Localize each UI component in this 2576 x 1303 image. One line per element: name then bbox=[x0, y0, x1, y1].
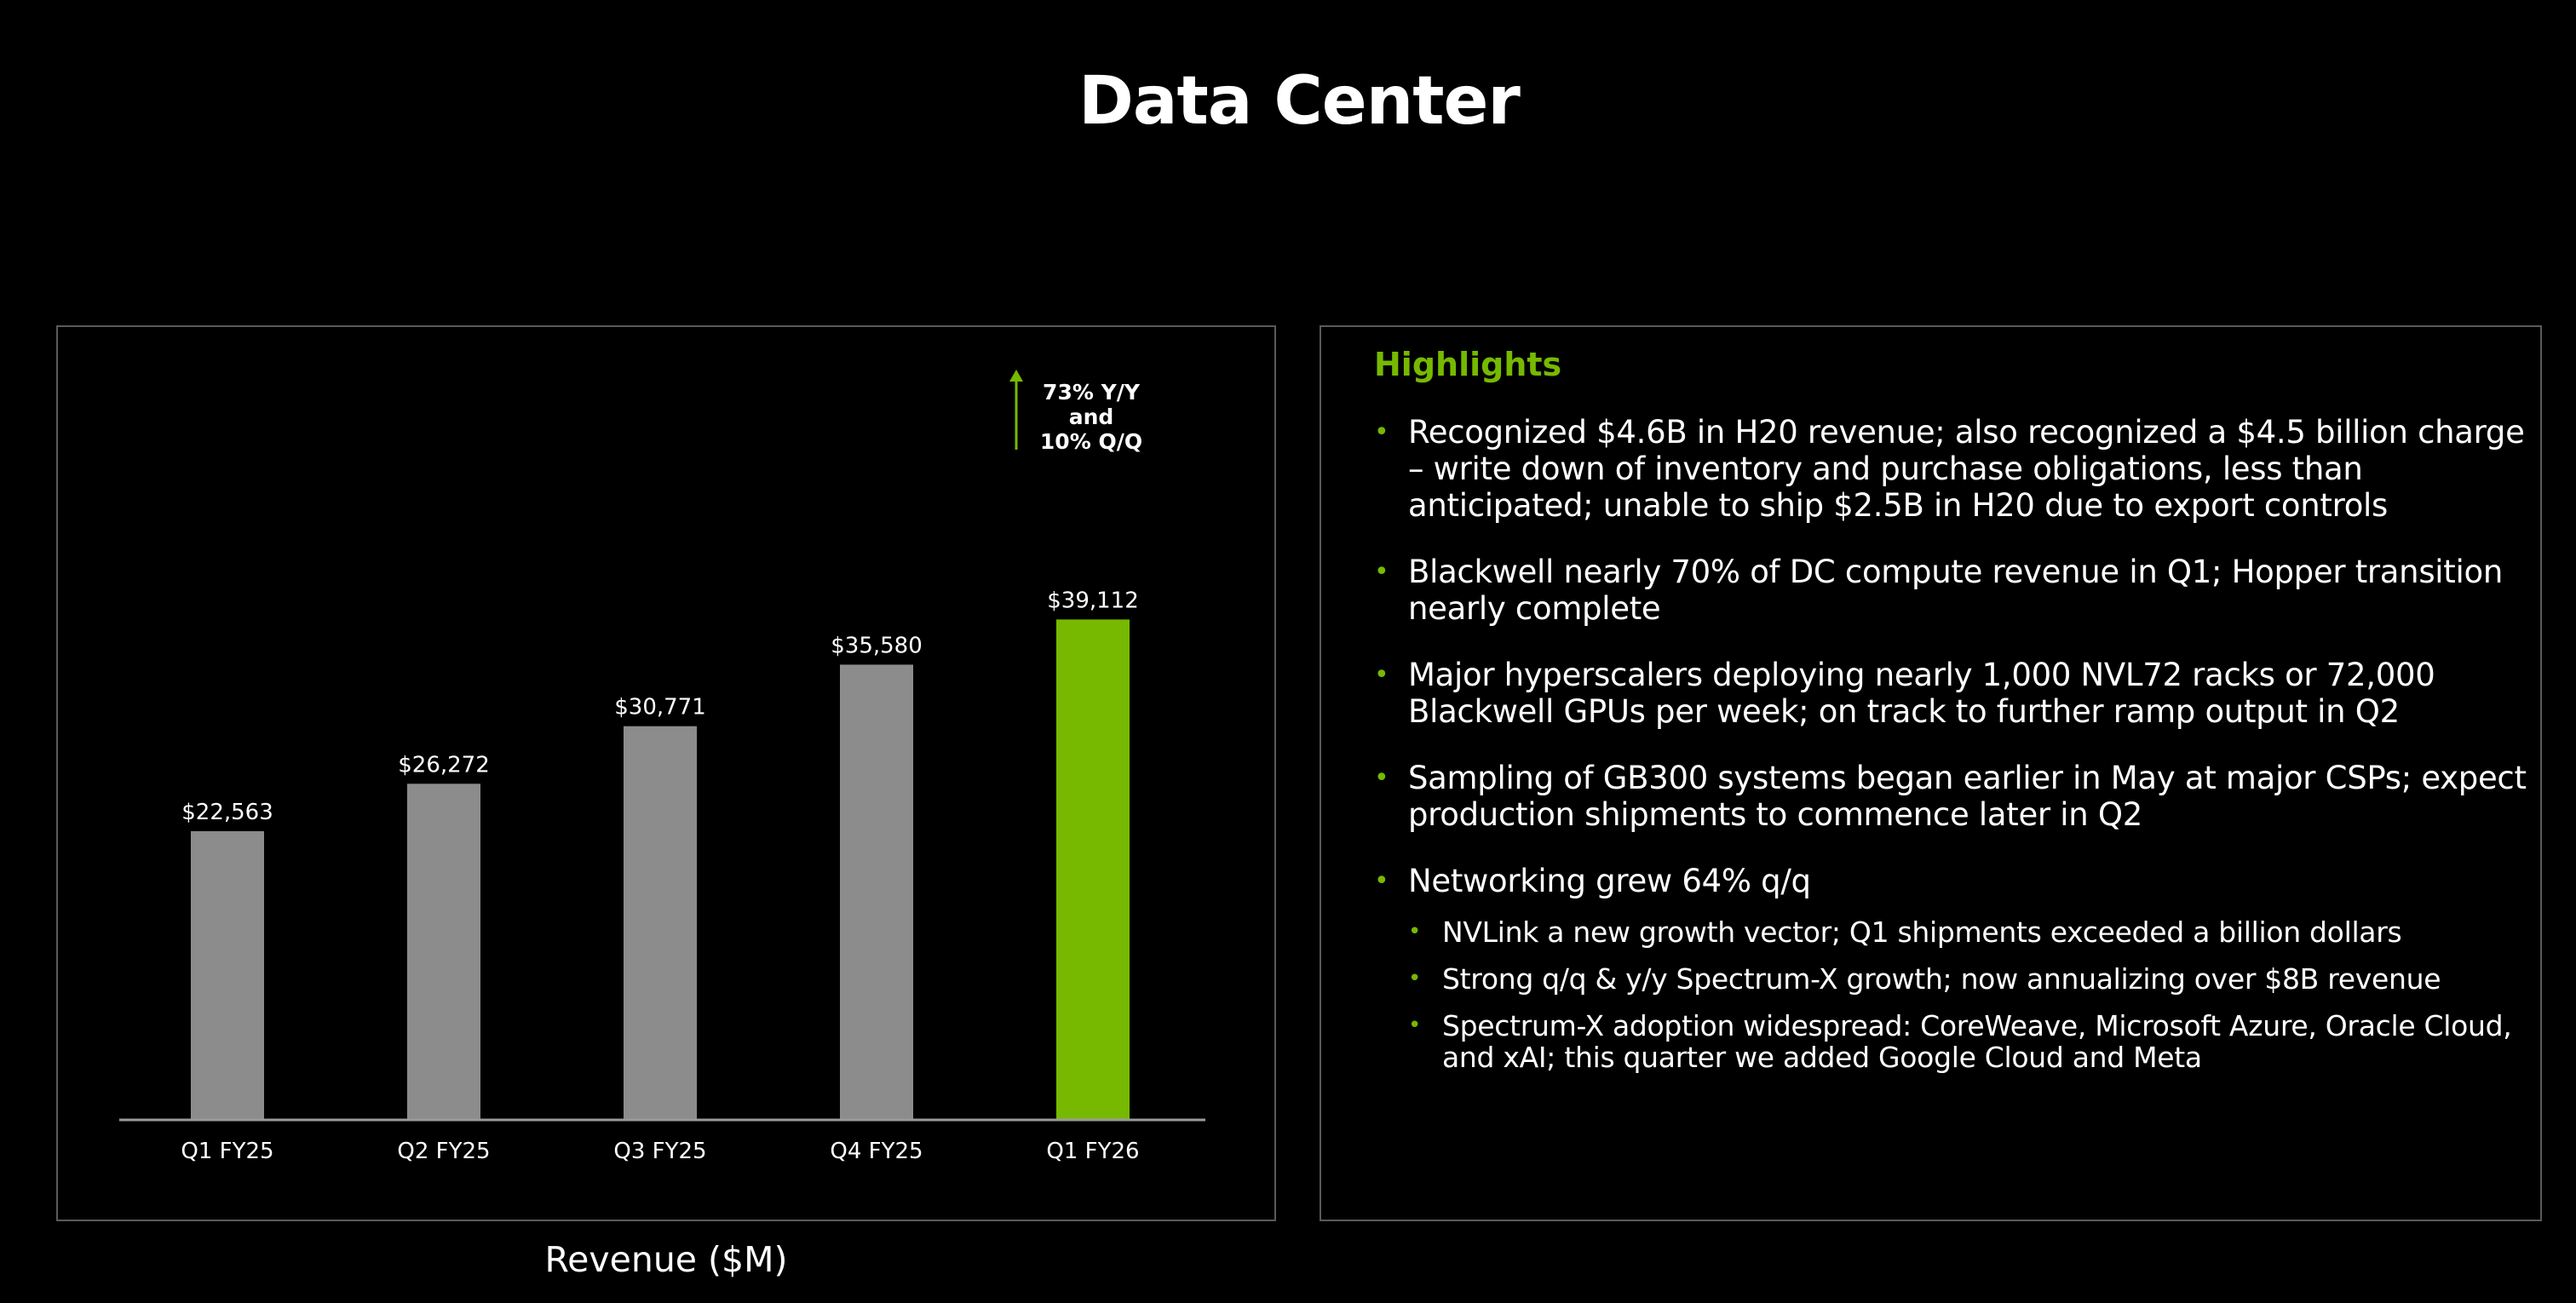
data-label: $22,563 bbox=[181, 800, 273, 825]
data-label: $26,272 bbox=[398, 752, 490, 778]
bar-q4-fy25 bbox=[840, 664, 913, 1120]
highlight-item: • Networking grew 64% q/q • NVLink a new gr… bbox=[1374, 863, 2533, 1073]
highlight-sub-text: NVLink a new growth vector; Q1 shipments… bbox=[1442, 916, 2402, 949]
highlight-item: • Major hyperscalers deploying nearly 1,0… bbox=[1374, 657, 2533, 730]
bar-q1-fy26 bbox=[1056, 619, 1130, 1120]
x-tick-label: Q3 FY25 bbox=[613, 1139, 706, 1164]
data-label: $35,580 bbox=[831, 633, 923, 658]
bullet-icon: • bbox=[1374, 557, 1389, 587]
highlight-text: Sampling of GB300 systems began earlier … bbox=[1408, 760, 2527, 833]
highlight-sub-item: • NVLink a new growth vector; Q1 shipment… bbox=[1408, 916, 2533, 948]
revenue-bar-chart: $22,563 Q1 FY25 $26,272 Q2 FY25 $30,771 Q3 FY… bbox=[119, 370, 1205, 1164]
bullet-icon: • bbox=[1374, 866, 1389, 896]
x-tick-label: Q1 FY25 bbox=[181, 1139, 273, 1164]
highlights-panel: Highlights • Recognized $4.6B in H20 reve… bbox=[1320, 325, 2542, 1221]
highlight-sub-text: Spectrum-X adoption widespread: CoreWeav… bbox=[1442, 1009, 2512, 1074]
highlight-text: Major hyperscalers deploying nearly 1,00… bbox=[1408, 657, 2435, 730]
highlights-list: • Recognized $4.6B in H20 revenue; also r… bbox=[1374, 414, 2533, 1103]
bullet-icon: • bbox=[1374, 763, 1389, 793]
bullet-icon: • bbox=[1408, 966, 1422, 991]
x-tick-label: Q4 FY25 bbox=[830, 1139, 923, 1164]
highlight-text: Networking grew 64% q/q bbox=[1408, 863, 1811, 899]
bar-q2-fy25 bbox=[407, 784, 480, 1120]
x-tick-label: Q2 FY25 bbox=[397, 1139, 490, 1164]
bar-q3-fy25 bbox=[624, 726, 697, 1120]
highlight-sub-text: Strong q/q & y/y Spectrum-X growth; now … bbox=[1442, 962, 2441, 996]
x-tick-label: Q1 FY26 bbox=[1046, 1139, 1139, 1164]
highlight-sub-item: • Strong q/q & y/y Spectrum-X growth; now… bbox=[1408, 963, 2533, 995]
data-label: $30,771 bbox=[614, 695, 706, 720]
growth-annotation-line: 73% Y/Y bbox=[1043, 380, 1141, 405]
bullet-icon: • bbox=[1374, 417, 1389, 447]
highlights-title: Highlights bbox=[1374, 346, 1562, 383]
highlight-text: Blackwell nearly 70% of DC compute reven… bbox=[1408, 554, 2503, 627]
chart-caption: Revenue ($M) bbox=[544, 1239, 788, 1280]
revenue-chart-panel: $22,563 Q1 FY25 $26,272 Q2 FY25 $30,771 Q3 FY… bbox=[56, 325, 1276, 1221]
data-label: $39,112 bbox=[1047, 588, 1139, 613]
highlight-sub-list: • NVLink a new growth vector; Q1 shipment… bbox=[1408, 916, 2533, 1073]
highlight-sub-item: • Spectrum-X adoption widespread: CoreWea… bbox=[1408, 1010, 2533, 1073]
growth-annotation-line: 10% Q/Q bbox=[1040, 429, 1142, 454]
highlight-item: • Blackwell nearly 70% of DC compute reve… bbox=[1374, 554, 2533, 627]
highlight-text: Recognized $4.6B in H20 revenue; also re… bbox=[1408, 414, 2525, 524]
bullet-icon: • bbox=[1408, 919, 1422, 944]
up-arrow-head-icon bbox=[1009, 370, 1023, 382]
bar-q1-fy25 bbox=[191, 831, 264, 1120]
bullet-icon: • bbox=[1408, 1013, 1422, 1038]
bullet-icon: • bbox=[1374, 660, 1389, 690]
highlight-item: • Recognized $4.6B in H20 revenue; also r… bbox=[1374, 414, 2533, 524]
page-title: Data Center bbox=[1078, 63, 1521, 140]
growth-annotation-line: and bbox=[1069, 405, 1114, 429]
highlight-item: • Sampling of GB300 systems began earlier… bbox=[1374, 760, 2533, 833]
